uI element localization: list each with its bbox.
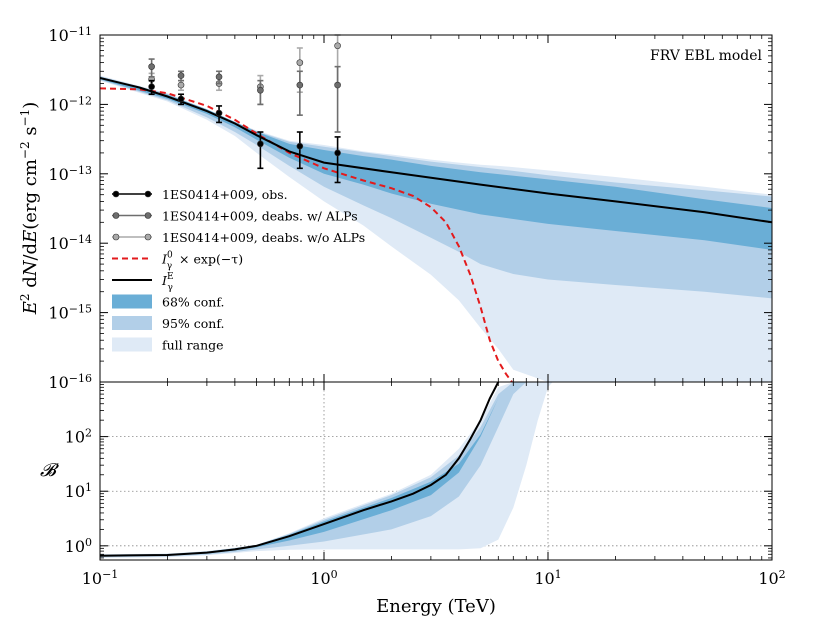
point-0-2 [215,109,223,117]
bottom-ytick-label-0: 100 [65,535,92,556]
point-0-3 [257,140,264,148]
legend-label-3: I0 γ × exp(−τ) [161,251,243,272]
top-ytick-label-0: 10−11 [48,25,92,46]
legend-label-6: 95% conf. [162,316,225,331]
legend-marker-b-2 [144,233,152,241]
point-2-5 [334,42,341,50]
top-model-lines [100,77,772,382]
x-axis-title: Energy (TeV) [376,596,496,617]
legend-label-5: 68% conf. [162,295,225,310]
top-ytick-label-3: 10−14 [48,233,92,254]
legend-patch-6 [112,316,152,330]
legend-patch-5 [112,294,152,309]
top-band-2 [100,76,772,250]
top-data-points [148,34,341,184]
bottom-ytick-label-2: 102 [65,426,92,447]
point-1-5 [334,81,341,89]
bottom-confidence-bands [100,382,553,558]
top-ytick-label-4: 10−15 [48,302,92,323]
legend-label-4: IE γ [161,272,174,293]
bottom-panel: 10−1 100 101 102 100 101 102 𝓑 Energy (TeV) [40,381,786,617]
point-1-4 [296,81,304,89]
top-y-ticks: 10−11 10−12 10−13 10−14 10−15 10−16 [48,25,773,393]
bottom-xtick-label-2: 101 [534,568,561,589]
legend-marker-b-0 [144,190,152,198]
point-0-5 [334,149,341,157]
legend-marker-a-0 [112,190,120,198]
top-ytick-label-5: 10−16 [48,372,92,393]
point-2-1 [177,81,185,89]
panel-annotation: FRV EBL model [650,48,763,64]
top-ytick-label-1: 10−12 [48,94,92,115]
legend-marker-b-1 [144,212,152,219]
legend: 1ES0414+009, obs. 1ES0414+009, deabs. w/ … [112,187,365,353]
bottom-xtick-label-1: 100 [310,568,337,589]
bottom-model-lines [100,382,500,557]
point-0-0 [148,83,155,90]
bottom-axes-frame [99,381,773,561]
legend-label-0: 1ES0414+009, obs. [162,187,288,202]
legend-marker-a-1 [112,212,120,219]
legend-label-2: 1ES0414+009, deabs. w/o ALPs [162,230,365,245]
bottom-band-0 [100,382,553,558]
intrinsic-dashed-line [100,87,513,382]
point-0-1 [177,95,185,103]
model-line-top [100,77,772,224]
legend-marker-a-2 [112,233,120,241]
bottom-band-1 [100,382,527,558]
top-confidence-bands [100,75,772,382]
model-line-bottom [100,382,500,557]
point-1-0 [148,63,155,70]
top-panel: 10−11 10−12 10−13 10−14 10−15 10−16 FRV EBL m… [18,25,773,393]
bottom-y-axis-title: 𝓑 [40,460,59,481]
bottom-ticks: 10−1 100 101 102 100 101 102 [65,382,786,588]
legend-label-7: full range [162,338,224,353]
point-2-4 [296,59,304,66]
bottom-xtick-label-0: 10−1 [82,568,119,589]
point-0-4 [296,142,304,150]
bottom-ytick-label-1: 101 [65,481,92,502]
point-1-1 [177,72,185,79]
top-y-axis-title: E2 dN/dE(erg cm−2 s−1) [18,102,41,316]
point-1-3 [257,86,264,94]
bottom-xtick-label-3: 102 [758,568,785,589]
point-1-2 [215,73,223,81]
legend-label-1: 1ES0414+009, deabs. w/ ALPs [162,209,358,224]
legend-patch-7 [112,337,152,352]
top-ytick-label-2: 10−13 [48,163,92,184]
